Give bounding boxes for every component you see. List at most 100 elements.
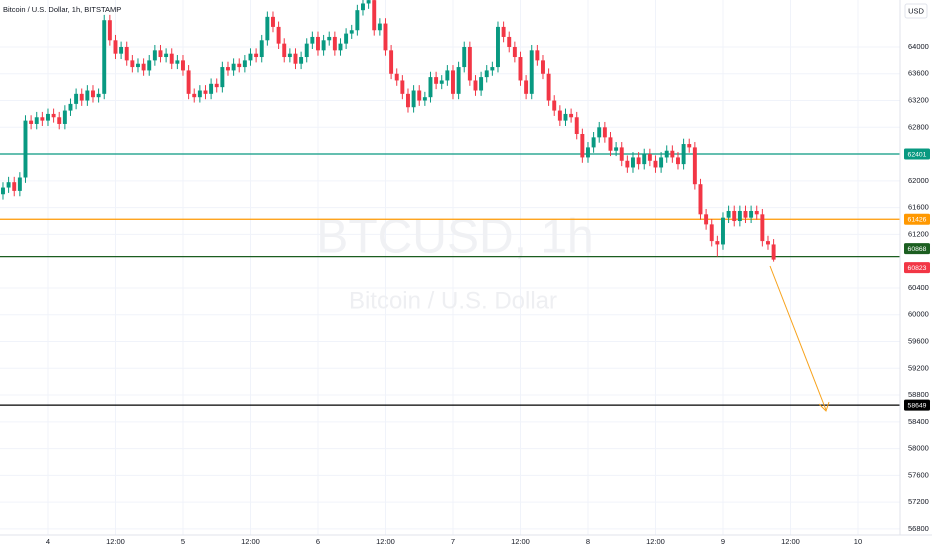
candle-body xyxy=(619,147,624,161)
candle-body xyxy=(91,90,95,98)
candle-body xyxy=(231,63,236,71)
candle-body xyxy=(456,67,461,94)
currency-box[interactable] xyxy=(904,3,928,19)
candle-body xyxy=(394,73,399,81)
price-tag xyxy=(904,148,930,160)
candle-body xyxy=(754,210,759,215)
candle-body xyxy=(704,214,709,225)
candle-body xyxy=(490,67,495,71)
candle-body xyxy=(473,80,478,91)
candle-body xyxy=(659,157,664,168)
candles xyxy=(1,0,776,262)
candle-body xyxy=(434,77,439,84)
y-tick-label: 58800 xyxy=(908,390,929,399)
candle-body xyxy=(113,40,118,54)
y-tick-label: 56800 xyxy=(908,524,929,533)
candle-body xyxy=(51,113,56,118)
candle-body xyxy=(721,217,725,245)
candle-body xyxy=(23,120,28,178)
currency[interactable]: USD xyxy=(908,6,924,15)
candle-body xyxy=(12,182,17,191)
candle-body xyxy=(664,150,669,158)
candle-body xyxy=(17,177,22,191)
y-tick-label: 63200 xyxy=(908,96,929,105)
candle-body xyxy=(287,53,292,58)
candle-body xyxy=(406,93,410,108)
candle-body xyxy=(254,53,259,58)
x-tick-label: 8 xyxy=(586,537,590,546)
candle-body xyxy=(310,36,315,44)
candle-body xyxy=(152,50,157,61)
candle-body xyxy=(6,182,11,188)
x-tick-label: 12:00 xyxy=(646,537,665,546)
candle-body xyxy=(439,80,444,84)
candle-body xyxy=(107,20,112,41)
y-tick-label: 60000 xyxy=(908,310,929,319)
y-tick-label: 58000 xyxy=(908,444,929,453)
candle-body xyxy=(653,160,658,168)
candle-body xyxy=(771,244,776,260)
candle-body xyxy=(569,113,574,118)
candle-body xyxy=(349,30,354,34)
candle-body xyxy=(321,40,326,51)
candle-body xyxy=(158,50,163,58)
candle-body xyxy=(698,184,703,215)
candle-body xyxy=(377,23,382,31)
watermark-name: Bitcoin / U.S. Dollar xyxy=(349,287,557,314)
candle-body xyxy=(271,16,275,27)
candle-body xyxy=(512,46,517,58)
candle-body xyxy=(192,93,197,98)
candle-body xyxy=(557,110,562,121)
candle-body xyxy=(749,210,754,218)
candle-body xyxy=(164,53,169,58)
candle-body xyxy=(130,60,135,68)
candle-body xyxy=(181,60,185,71)
y-tick-label: 57600 xyxy=(908,470,929,479)
x-tick-label: 12:00 xyxy=(781,537,800,546)
candle-body xyxy=(237,63,242,68)
candle-body xyxy=(467,46,472,81)
candle-body xyxy=(687,144,692,148)
candle-body xyxy=(743,210,748,218)
candle-body xyxy=(338,43,343,51)
x-tick-label: 12:00 xyxy=(106,537,125,546)
candle-body xyxy=(411,90,416,108)
candle-body xyxy=(175,60,180,64)
candle-body xyxy=(316,36,320,51)
candle-body xyxy=(636,157,641,165)
candle-body xyxy=(670,150,675,158)
candle-body xyxy=(372,0,377,31)
y-tick-label: 63600 xyxy=(908,69,929,78)
candle-body xyxy=(259,40,264,58)
candle-body xyxy=(327,36,332,41)
candle-body xyxy=(501,26,506,37)
candle-body xyxy=(57,117,62,124)
y-tick-label: 61200 xyxy=(908,229,929,238)
arrow-head xyxy=(818,401,830,412)
candle-body xyxy=(40,117,45,121)
candle-body xyxy=(766,241,770,245)
candle-body xyxy=(34,117,39,124)
candle-body xyxy=(119,46,124,54)
candle-body xyxy=(68,103,73,111)
candle-body xyxy=(355,10,360,31)
candle-body xyxy=(631,157,635,168)
candle-body xyxy=(136,63,140,68)
candle-body xyxy=(676,157,680,165)
candle-body xyxy=(299,57,304,64)
candle-body xyxy=(389,50,394,74)
candle-body xyxy=(642,154,647,165)
y-tick-label: 62800 xyxy=(908,122,929,131)
candle-body xyxy=(479,77,484,91)
candle-body xyxy=(726,210,731,218)
x-tick-label: 4 xyxy=(46,537,50,546)
x-tick-label: 12:00 xyxy=(376,537,395,546)
candle-body xyxy=(760,214,765,242)
axes: 64000 63600 63200 62800 62000 61600 61200 60400… xyxy=(46,42,930,546)
candle-body xyxy=(169,53,174,64)
x-tick-label: 6 xyxy=(316,537,320,546)
candle-body xyxy=(124,46,129,61)
candle-body xyxy=(96,93,101,98)
levels xyxy=(0,153,900,406)
